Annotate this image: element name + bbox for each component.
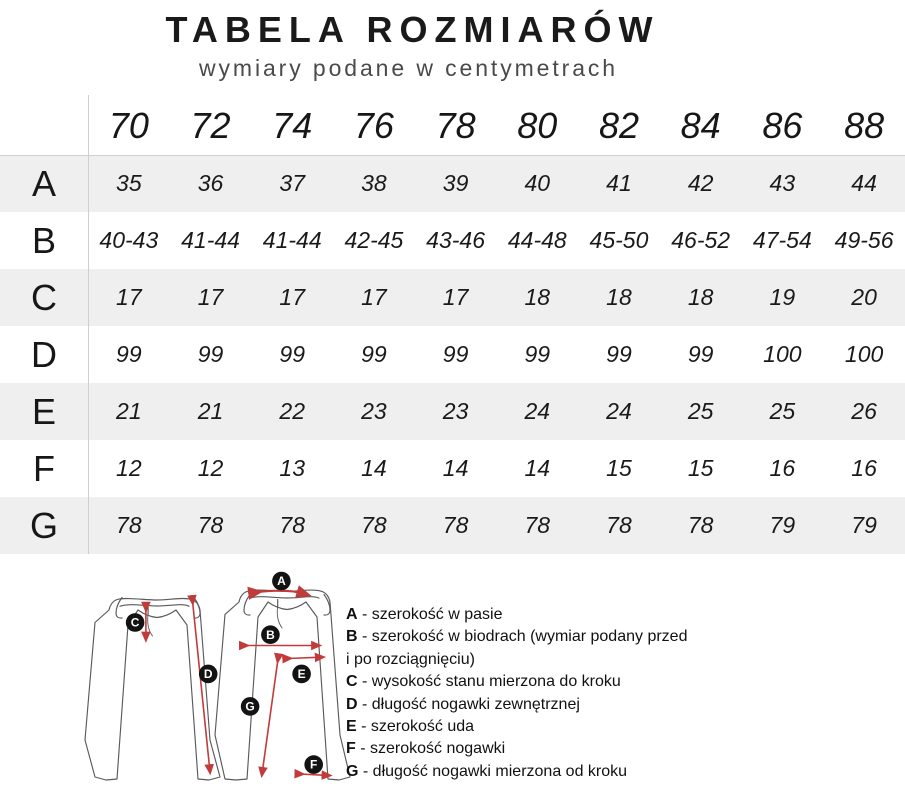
svg-text:B: B [266,628,275,642]
svg-text:G: G [245,700,254,714]
svg-text:A: A [277,574,286,588]
svg-text:E: E [298,667,306,681]
svg-text:F: F [310,758,317,772]
svg-text:D: D [204,667,213,681]
svg-text:C: C [131,616,140,630]
